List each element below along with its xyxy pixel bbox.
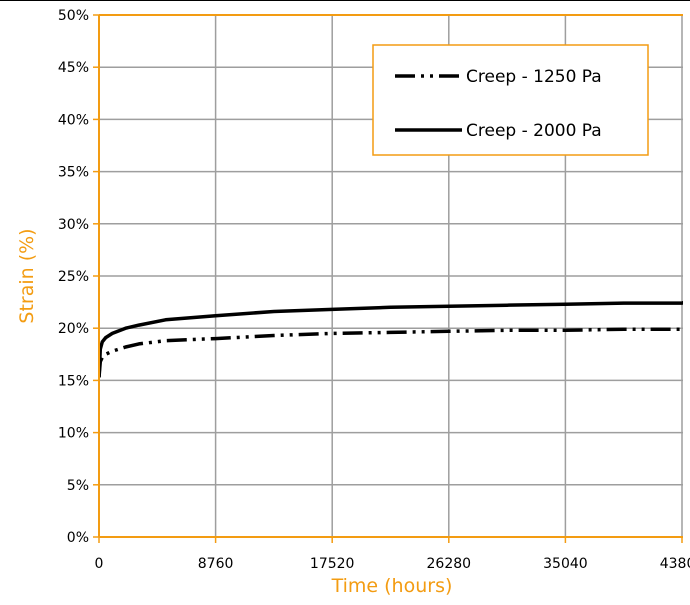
legend-box [372, 44, 649, 156]
legend-label-2000: Creep - 2000 Pa [466, 121, 602, 141]
y-tick-label: 10% [58, 426, 89, 442]
y-axis-title: Strain (%) [16, 228, 38, 323]
axes [93, 14, 683, 543]
legend: Creep - 1250 Pa Creep - 2000 Pa [372, 44, 649, 156]
x-tick-labels: 0 8760 17520 26280 35040 43800 [95, 556, 690, 572]
series-line-creep-2000 [99, 300, 683, 378]
y-tick-label: 50% [58, 8, 89, 24]
y-tick-label: 25% [58, 269, 89, 285]
series-line-creep-1250 [99, 327, 683, 378]
series-layer [99, 300, 683, 378]
x-tick-label: 26280 [427, 556, 472, 572]
x-axis-title: Time (hours) [331, 575, 453, 597]
y-tick-labels: 0% 5% 10% 15% 20% 25% 30% 35% 40% 45% 50% [58, 8, 89, 546]
y-tick-label: 20% [58, 321, 89, 337]
x-tick-label: 17520 [310, 556, 355, 572]
x-tick-label: 43800 [660, 556, 690, 572]
x-tick-label: 35040 [543, 556, 588, 572]
y-tick-label: 35% [58, 165, 89, 181]
y-tick-label: 15% [58, 373, 89, 389]
x-tick-label: 0 [95, 556, 104, 572]
x-tick-label: 8760 [198, 556, 234, 572]
y-tick-label: 45% [58, 60, 89, 76]
y-tick-label: 40% [58, 112, 89, 128]
y-tick-label: 5% [67, 478, 89, 494]
y-tick-label: 30% [58, 217, 89, 233]
y-tick-label: 0% [67, 530, 89, 546]
legend-label-1250: Creep - 1250 Pa [466, 67, 602, 87]
